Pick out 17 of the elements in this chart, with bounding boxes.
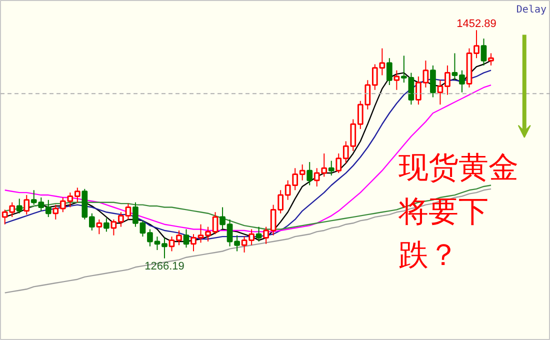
candlestick [394,70,400,90]
candlestick [328,160,334,176]
candlestick [386,58,392,86]
annotation: 1266.19 [144,260,184,272]
candlestick [16,198,22,214]
candlestick [96,218,102,235]
text: Delay [516,4,547,16]
candlestick [104,218,110,232]
candlestick [24,194,30,216]
candlestick [430,64,436,98]
candlestick [480,38,487,66]
candlestick [306,162,313,186]
candlestick [183,228,190,248]
candlestick [256,226,262,242]
candlestick [488,52,494,66]
annotation: 1452.89 [456,18,496,30]
annotation: 现货黄金将要下跌？ [398,150,518,273]
